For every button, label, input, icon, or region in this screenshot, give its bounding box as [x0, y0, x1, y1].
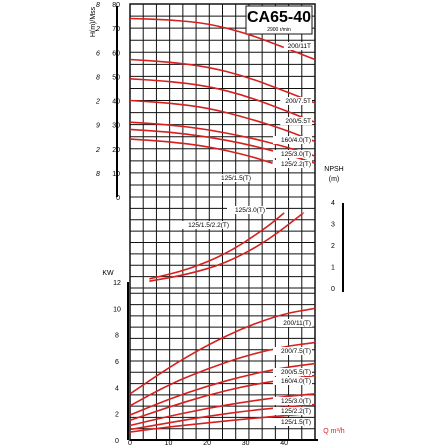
power-curve-label: 160/4.0(T): [281, 378, 311, 385]
head-curve-6: [129, 138, 273, 164]
head-left-tick-label: 2: [95, 99, 100, 106]
npsh-curve-label-bg: [227, 206, 266, 214]
npsh-curve-1: [149, 212, 285, 280]
head-curve-label: 125/1.5(T): [221, 175, 251, 182]
power-curve-label-bg: [273, 347, 312, 355]
power-curve-1: [129, 341, 316, 407]
head-tick-label: 20: [112, 147, 120, 154]
head-curve-label-bg: [283, 42, 312, 50]
kw-tick-label: 6: [115, 359, 119, 366]
head-tick-label: 70: [112, 26, 120, 33]
npsh-tick-label: 4: [331, 200, 335, 207]
kw-tick-label: 8: [115, 333, 119, 340]
power-curve-4: [129, 393, 316, 427]
power-curve-label-bg: [276, 319, 312, 327]
head-left-tick-label: 8: [96, 171, 100, 178]
power-curve-label: 125/1.5(T): [281, 419, 311, 426]
head-tick-label: 60: [112, 50, 120, 57]
head-left-tick-label: 2: [95, 26, 100, 33]
head-curve-label-bg: [273, 136, 312, 144]
kw-tick-label: 2: [115, 412, 119, 419]
x-tick-label: 10: [165, 440, 173, 447]
npsh-curve-label: 125/3.0(T): [235, 207, 265, 214]
power-curve-label: 200/5.5(T): [281, 369, 311, 376]
npsh-tick-label: 2: [331, 243, 335, 250]
x-tick-label: 40: [280, 440, 288, 447]
power-curve-label: 125/2.2(T): [281, 408, 311, 415]
chart-title: CA65-40: [247, 9, 311, 26]
power-curve-2: [129, 362, 316, 416]
chart-subtitle: 2900 r/min: [267, 27, 291, 33]
kw-tick-label: 12: [113, 280, 121, 287]
power-curve-label-bg: [273, 368, 312, 376]
x-tick-label: 0: [128, 440, 132, 447]
head-curve-label: 160/4.0(T): [281, 137, 311, 144]
head-curve-label: 200/7.5T: [285, 98, 311, 105]
power-curve-label-bg: [273, 397, 312, 405]
kw-tick-label: 10: [113, 306, 121, 313]
head-curve-label-bg: [213, 174, 252, 182]
npsh-tick-label: 3: [331, 222, 335, 229]
kw-axis-label: KW: [102, 270, 114, 277]
power-curve-label: 125/3.0(T): [281, 398, 311, 405]
power-curve-label-bg: [273, 407, 312, 415]
x-tick-label: 20: [203, 440, 211, 447]
head-curve-3: [129, 99, 316, 143]
head-tick-label: 30: [112, 123, 120, 130]
x-axis-label: Q m³/h: [323, 428, 344, 435]
head-tick-label: 40: [112, 99, 120, 106]
npsh-tick-label: 0: [331, 286, 335, 293]
npsh-tick-label: 1: [331, 265, 335, 272]
head-tick-label: 10: [112, 171, 120, 178]
npsh-axis-label: NPSH: [324, 166, 343, 173]
head-left-tick-label: 2: [95, 147, 100, 154]
grid-layer: [116, 3, 344, 441]
npsh-curve-label: 125/1.5/2.2(T): [188, 222, 229, 229]
head-curve-label-bg: [273, 150, 312, 158]
power-curve-label: 200/11(T): [283, 320, 311, 327]
head-curve-label-bg: [280, 97, 312, 105]
head-axis-label: H(m)/Mss: [90, 6, 97, 37]
head-left-tick-label: 9: [96, 123, 100, 130]
head-tick-label: 50: [112, 74, 120, 81]
head-tick-label: 80: [112, 2, 120, 9]
kw-tick-label: 4: [115, 385, 119, 392]
kw-tick-label: 0: [115, 438, 119, 445]
head-curve-label-bg: [273, 160, 312, 168]
head-curve-1: [129, 58, 316, 104]
head-curve-label: 125/3.0(T): [281, 151, 311, 158]
head-left-tick-label: 8: [96, 74, 100, 81]
head-tick-label: 0: [116, 195, 120, 202]
power-curve-5: [129, 403, 316, 431]
power-curve-0: [129, 307, 316, 395]
head-curve-label-bg: [280, 117, 312, 125]
x-tick-label: 30: [242, 440, 250, 447]
curve-layer: [129, 17, 316, 433]
power-curve-label-bg: [273, 377, 312, 385]
power-curve-label: 200/7.5(T): [281, 348, 311, 355]
head-curve-2: [129, 78, 316, 124]
head-curve-5: [129, 128, 316, 164]
npsh-axis-unit: (m): [329, 176, 340, 183]
head-curve-label: 200/11T: [288, 43, 311, 50]
npsh-curve-label-bg: [176, 221, 230, 229]
head-curve-label: 125/2.2(T): [281, 161, 311, 168]
head-left-tick-label: 6: [96, 50, 100, 57]
head-left-tick-label: 8: [96, 2, 100, 9]
head-curve-label: 200/5.5T: [285, 118, 311, 125]
npsh-curve-0: [149, 212, 305, 282]
head-curve-0: [129, 17, 316, 61]
title-box: [245, 5, 313, 35]
power-curve-label-bg: [273, 418, 312, 426]
